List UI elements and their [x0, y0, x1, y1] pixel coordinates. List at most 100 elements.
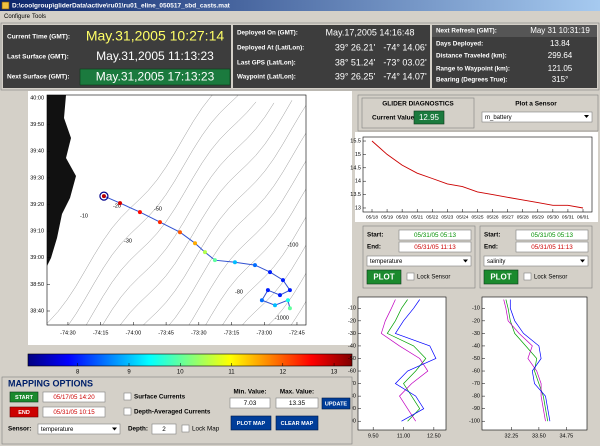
end-time[interactable]: 05/31/05 11:13: [414, 244, 456, 251]
min-value[interactable]: 7.03: [244, 400, 257, 407]
track-point: [193, 241, 198, 246]
y-tick-label: -90: [472, 406, 480, 412]
colorbar-tick-label: 11: [228, 370, 235, 376]
end-box[interactable]: [515, 241, 589, 253]
y-tick-label: 13.5: [350, 192, 361, 198]
x-tick-label: 11.00: [397, 433, 410, 439]
x-tick-label: 05/18: [366, 214, 378, 220]
y-tick-label: 39:20: [30, 202, 44, 208]
track-point: [232, 260, 237, 265]
max-value[interactable]: 13.35: [289, 400, 306, 407]
status-value: -73° 03.02': [383, 57, 427, 67]
x-tick-label: -74:15: [93, 330, 109, 336]
sensor-dropdown[interactable]: [483, 255, 589, 267]
plot-button-text[interactable]: PLOT: [373, 273, 394, 282]
x-tick-label: 05/21: [411, 214, 423, 220]
label: Depth-Averaged Currents: [134, 409, 211, 416]
bathymetry-contour: [142, 104, 306, 325]
profile-line: [386, 299, 427, 422]
start-box[interactable]: [42, 391, 106, 403]
y-tick-label: -10: [472, 306, 480, 312]
button-text[interactable]: END: [18, 410, 30, 416]
y-tick-label: 38:50: [30, 282, 44, 288]
sensor-dropdown[interactable]: [37, 423, 121, 435]
start-time[interactable]: 05/31/05 05:13: [531, 232, 574, 239]
bathymetry-contour: [168, 132, 306, 325]
track-point: [137, 210, 142, 215]
end-button[interactable]: [9, 406, 39, 418]
start-box[interactable]: [398, 229, 472, 241]
end-time[interactable]: 05/31/05 11:13: [531, 244, 573, 251]
label: End:: [484, 244, 498, 251]
end-box[interactable]: [398, 241, 472, 253]
start-box[interactable]: [515, 229, 589, 241]
max-box[interactable]: [275, 397, 319, 409]
coastline: [47, 95, 76, 266]
lock-checkbox[interactable]: [523, 272, 532, 281]
end-date[interactable]: 05/31/05 10:15: [53, 409, 95, 416]
depth-box[interactable]: [151, 423, 177, 435]
update-button[interactable]: [321, 397, 351, 410]
profile-line: [505, 299, 549, 422]
menu-item[interactable]: Configure: [4, 14, 31, 20]
y-tick-label: 40:00: [30, 95, 44, 101]
track-point: [277, 293, 282, 298]
plot-button[interactable]: [483, 269, 519, 285]
label: Plot a Sensor: [515, 101, 557, 108]
clear-map-button[interactable]: [275, 415, 319, 431]
y-tick-label: -50: [348, 356, 356, 362]
y-tick-label: 39:30: [30, 175, 44, 181]
start-date[interactable]: 05/17/05 14:20: [53, 394, 95, 401]
start-button[interactable]: [9, 391, 39, 403]
start-time[interactable]: 05/31/05 05:13: [414, 232, 457, 239]
end-box[interactable]: [42, 406, 106, 418]
status-label: Last Surface (GMT):: [7, 54, 69, 61]
button-text[interactable]: START: [15, 395, 34, 401]
min-box[interactable]: [229, 397, 271, 409]
checkbox[interactable]: [123, 392, 132, 401]
checkbox[interactable]: [123, 407, 132, 416]
status-value: 38° 51.24': [335, 57, 376, 67]
sensor-dropdown[interactable]: [481, 111, 593, 123]
label: Max. Value:: [280, 389, 314, 396]
y-tick-label: 15: [355, 152, 361, 158]
y-tick-label: 39:00: [30, 255, 44, 261]
refresh-band: [432, 25, 597, 37]
button-text[interactable]: PLOT MAP: [237, 421, 266, 427]
checkbox[interactable]: [181, 424, 190, 433]
profile-line: [509, 299, 551, 422]
lock-checkbox[interactable]: [406, 272, 415, 281]
button-text[interactable]: UPDATE: [325, 401, 348, 407]
x-tick-label: 06/01: [577, 214, 589, 220]
sensor-dropdown[interactable]: [366, 255, 472, 267]
label: Depth:: [128, 426, 148, 433]
dropdown-text[interactable]: salinity: [487, 259, 505, 265]
dropdown-text[interactable]: m_battery: [485, 115, 512, 121]
x-tick-label: 05/25: [471, 214, 483, 220]
track-point: [118, 201, 123, 206]
y-tick-label: 14.5: [350, 165, 361, 171]
plot-button-text[interactable]: PLOT: [490, 273, 511, 282]
dropdown-text[interactable]: temperature: [41, 427, 74, 433]
status-value: 13.84: [550, 39, 571, 48]
status-label: Deployed On (GMT):: [237, 30, 298, 37]
status-value: 39° 26.25': [335, 71, 376, 81]
menu-item[interactable]: Tools: [32, 14, 46, 20]
x-tick-label: 05/31: [562, 214, 574, 220]
x-tick-label: 9.50: [368, 433, 379, 439]
track-point: [202, 250, 207, 255]
colorbar-tick-label: 9: [127, 370, 131, 376]
track-point: [259, 298, 264, 303]
depth-value[interactable]: 2: [162, 426, 166, 433]
label: Start:: [367, 232, 383, 239]
track-point: [287, 288, 292, 293]
track-point: [287, 306, 292, 311]
x-tick-label: 05/20: [396, 214, 408, 220]
plot-button[interactable]: [366, 269, 402, 285]
status-value: May.17,2005 14:16:48: [326, 27, 415, 37]
button-text[interactable]: CLEAR MAP: [281, 421, 314, 427]
dropdown-text[interactable]: temperature: [370, 259, 403, 265]
plot-map-button[interactable]: [230, 415, 272, 431]
